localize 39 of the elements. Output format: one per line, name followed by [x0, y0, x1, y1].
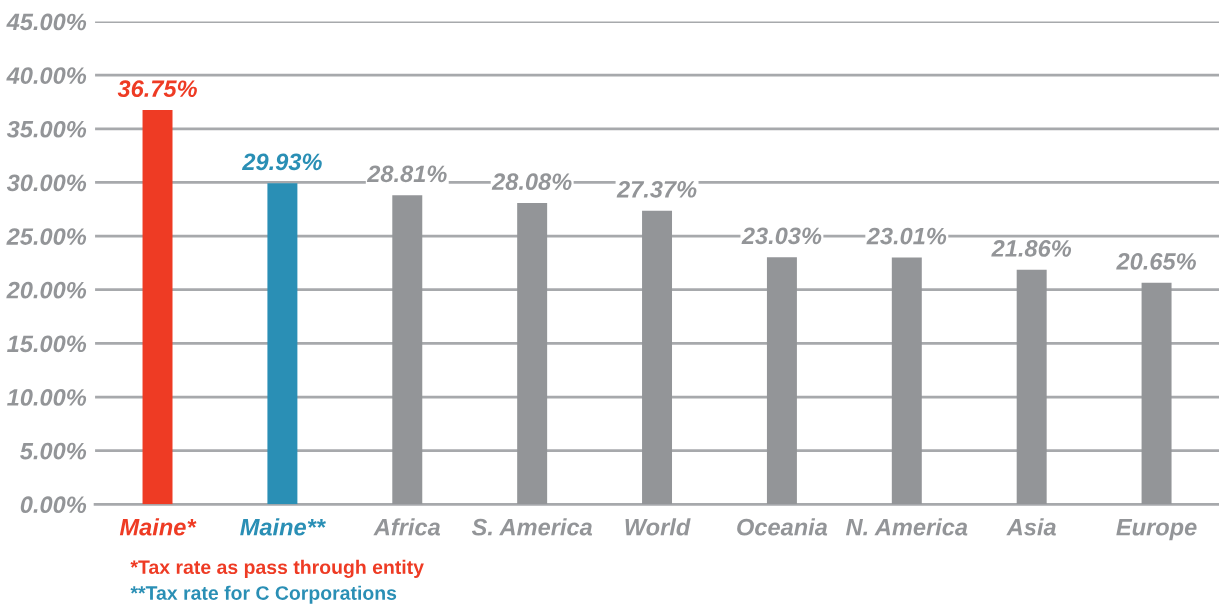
bar [1141, 282, 1172, 505]
x-tick-label: World [625, 518, 691, 536]
x-tick-label: Asia [1006, 518, 1056, 536]
data-label: 21.86% [991, 240, 1072, 257]
y-tick-label: 15.00% [7, 335, 87, 353]
data-label: 29.93% [242, 153, 322, 171]
y-tick-label: 5.00% [20, 442, 87, 460]
bar [517, 203, 548, 505]
text: *Tax rate as pass through entity [130, 559, 424, 578]
y-tick-label: 10.00% [7, 389, 87, 406]
x-tick-label: Africa [373, 518, 441, 536]
text: **Tax rate for C Corporations [130, 585, 397, 604]
data-label: 23.03% [741, 227, 822, 245]
x-tick-label: Maine** [240, 518, 326, 536]
x-tick-label: Europe [1116, 519, 1197, 541]
x-tick-label: Maine* [119, 518, 197, 536]
bar [392, 195, 423, 505]
data-label: 28.08% [491, 173, 572, 191]
data-label: 23.01% [866, 227, 947, 245]
x-tick-label: S. America [471, 518, 593, 536]
bar [142, 110, 173, 505]
bar [642, 210, 673, 505]
bar [766, 257, 797, 505]
y-tick-label: 0.00% [20, 496, 87, 514]
y-tick-label: 25.00% [6, 228, 87, 245]
y-tick-label: 35.00% [6, 120, 87, 138]
y-tick-label: 30.00% [6, 174, 87, 192]
data-label: 27.37% [616, 180, 697, 198]
x-tick-label: N. America [845, 518, 968, 536]
data-label: 20.65% [1116, 253, 1196, 270]
data-label: 28.81% [366, 165, 447, 183]
bar [267, 183, 298, 505]
bar [1016, 269, 1047, 505]
y-tick-label: 20.00% [6, 281, 87, 299]
y-tick-label: 45.00% [6, 13, 87, 31]
x-tick-label: Oceania [737, 518, 828, 536]
y-tick-label: 40.00% [6, 67, 87, 84]
data-label: 36.75% [117, 80, 197, 98]
bar [891, 257, 922, 505]
